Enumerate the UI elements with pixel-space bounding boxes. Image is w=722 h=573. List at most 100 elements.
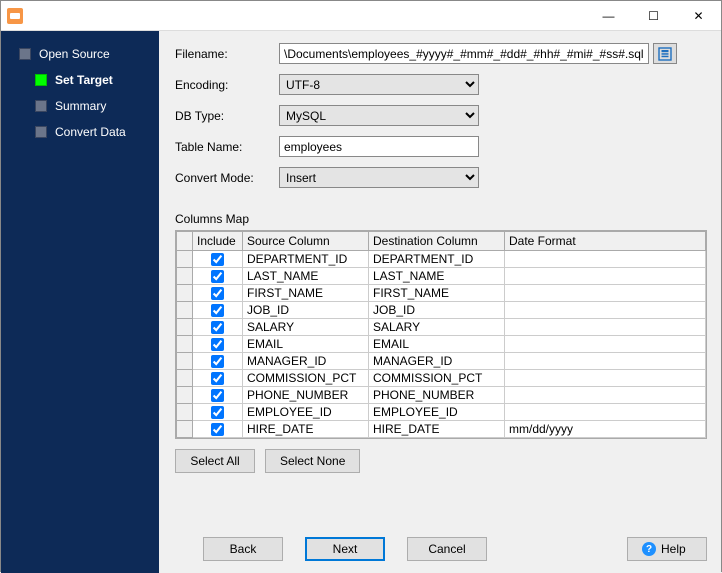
row-header[interactable] bbox=[177, 421, 193, 438]
date-format-cell[interactable] bbox=[505, 285, 706, 302]
row-header[interactable] bbox=[177, 302, 193, 319]
include-checkbox[interactable] bbox=[211, 304, 224, 317]
destination-column-cell[interactable]: FIRST_NAME bbox=[369, 285, 505, 302]
select-all-button[interactable]: Select All bbox=[175, 449, 255, 473]
help-label: Help bbox=[661, 542, 686, 556]
cancel-button[interactable]: Cancel bbox=[407, 537, 487, 561]
col-include-header[interactable]: Include bbox=[193, 232, 243, 251]
table-row[interactable]: LAST_NAMELAST_NAME bbox=[177, 268, 706, 285]
row-header[interactable] bbox=[177, 387, 193, 404]
table-row[interactable]: DEPARTMENT_IDDEPARTMENT_ID bbox=[177, 251, 706, 268]
filename-label: Filename: bbox=[175, 47, 279, 61]
row-header[interactable] bbox=[177, 404, 193, 421]
date-format-cell[interactable] bbox=[505, 404, 706, 421]
step-label: Set Target bbox=[55, 73, 113, 87]
tablename-input[interactable] bbox=[279, 136, 479, 157]
col-datefmt-header[interactable]: Date Format bbox=[505, 232, 706, 251]
browse-button[interactable] bbox=[653, 43, 677, 64]
date-format-cell[interactable] bbox=[505, 268, 706, 285]
encoding-select[interactable]: UTF-8 bbox=[279, 74, 479, 95]
destination-column-cell[interactable]: EMAIL bbox=[369, 336, 505, 353]
source-column-cell[interactable]: COMMISSION_PCT bbox=[243, 370, 369, 387]
date-format-cell[interactable] bbox=[505, 319, 706, 336]
include-checkbox[interactable] bbox=[211, 355, 224, 368]
table-row[interactable]: COMMISSION_PCTCOMMISSION_PCT bbox=[177, 370, 706, 387]
source-column-cell[interactable]: FIRST_NAME bbox=[243, 285, 369, 302]
step-indicator-icon bbox=[35, 100, 47, 112]
wizard-step-summary[interactable]: Summary bbox=[1, 93, 159, 119]
destination-column-cell[interactable]: PHONE_NUMBER bbox=[369, 387, 505, 404]
wizard-step-convert-data[interactable]: Convert Data bbox=[1, 119, 159, 145]
destination-column-cell[interactable]: MANAGER_ID bbox=[369, 353, 505, 370]
date-format-cell[interactable] bbox=[505, 302, 706, 319]
source-column-cell[interactable]: LAST_NAME bbox=[243, 268, 369, 285]
encoding-label: Encoding: bbox=[175, 78, 279, 92]
wizard-step-open-source[interactable]: Open Source bbox=[1, 41, 159, 67]
include-checkbox[interactable] bbox=[211, 372, 224, 385]
maximize-button[interactable]: ☐ bbox=[631, 1, 676, 31]
source-column-cell[interactable]: PHONE_NUMBER bbox=[243, 387, 369, 404]
back-button[interactable]: Back bbox=[203, 537, 283, 561]
tablename-label: Table Name: bbox=[175, 140, 279, 154]
table-row[interactable]: MANAGER_IDMANAGER_ID bbox=[177, 353, 706, 370]
wizard-step-set-target[interactable]: Set Target bbox=[1, 67, 159, 93]
include-checkbox[interactable] bbox=[211, 406, 224, 419]
source-column-cell[interactable]: EMAIL bbox=[243, 336, 369, 353]
step-indicator-icon bbox=[35, 126, 47, 138]
source-column-cell[interactable]: SALARY bbox=[243, 319, 369, 336]
destination-column-cell[interactable]: SALARY bbox=[369, 319, 505, 336]
row-header[interactable] bbox=[177, 353, 193, 370]
row-header[interactable] bbox=[177, 370, 193, 387]
convertmode-select[interactable]: Insert bbox=[279, 167, 479, 188]
destination-column-cell[interactable]: HIRE_DATE bbox=[369, 421, 505, 438]
row-header[interactable] bbox=[177, 251, 193, 268]
include-checkbox[interactable] bbox=[211, 270, 224, 283]
browse-icon bbox=[658, 47, 672, 61]
next-button[interactable]: Next bbox=[305, 537, 385, 561]
table-row[interactable]: PHONE_NUMBERPHONE_NUMBER bbox=[177, 387, 706, 404]
wizard-sidebar: Open Source Set Target Summary Convert Data bbox=[1, 31, 159, 573]
help-button[interactable]: ? Help bbox=[627, 537, 707, 561]
date-format-cell[interactable] bbox=[505, 336, 706, 353]
date-format-cell[interactable] bbox=[505, 353, 706, 370]
include-checkbox[interactable] bbox=[211, 389, 224, 402]
source-column-cell[interactable]: MANAGER_ID bbox=[243, 353, 369, 370]
source-column-cell[interactable]: DEPARTMENT_ID bbox=[243, 251, 369, 268]
row-header[interactable] bbox=[177, 336, 193, 353]
table-row[interactable]: FIRST_NAMEFIRST_NAME bbox=[177, 285, 706, 302]
date-format-cell[interactable] bbox=[505, 387, 706, 404]
destination-column-cell[interactable]: LAST_NAME bbox=[369, 268, 505, 285]
table-row[interactable]: JOB_IDJOB_ID bbox=[177, 302, 706, 319]
col-dest-header[interactable]: Destination Column bbox=[369, 232, 505, 251]
minimize-button[interactable]: — bbox=[586, 1, 631, 31]
include-checkbox[interactable] bbox=[211, 287, 224, 300]
step-label: Summary bbox=[55, 99, 106, 113]
col-source-header[interactable]: Source Column bbox=[243, 232, 369, 251]
filename-input[interactable] bbox=[279, 43, 649, 64]
include-checkbox[interactable] bbox=[211, 338, 224, 351]
row-header[interactable] bbox=[177, 268, 193, 285]
destination-column-cell[interactable]: DEPARTMENT_ID bbox=[369, 251, 505, 268]
row-header[interactable] bbox=[177, 285, 193, 302]
source-column-cell[interactable]: EMPLOYEE_ID bbox=[243, 404, 369, 421]
table-row[interactable]: SALARYSALARY bbox=[177, 319, 706, 336]
table-row[interactable]: HIRE_DATEHIRE_DATEmm/dd/yyyy bbox=[177, 421, 706, 438]
destination-column-cell[interactable]: EMPLOYEE_ID bbox=[369, 404, 505, 421]
source-column-cell[interactable]: HIRE_DATE bbox=[243, 421, 369, 438]
include-checkbox[interactable] bbox=[211, 321, 224, 334]
table-row[interactable]: EMAILEMAIL bbox=[177, 336, 706, 353]
include-checkbox[interactable] bbox=[211, 253, 224, 266]
date-format-cell[interactable] bbox=[505, 251, 706, 268]
include-checkbox[interactable] bbox=[211, 423, 224, 436]
source-column-cell[interactable]: JOB_ID bbox=[243, 302, 369, 319]
dbtype-select[interactable]: MySQL bbox=[279, 105, 479, 126]
destination-column-cell[interactable]: JOB_ID bbox=[369, 302, 505, 319]
table-row[interactable]: EMPLOYEE_IDEMPLOYEE_ID bbox=[177, 404, 706, 421]
convertmode-label: Convert Mode: bbox=[175, 171, 279, 185]
select-none-button[interactable]: Select None bbox=[265, 449, 360, 473]
close-button[interactable]: ✕ bbox=[676, 1, 721, 31]
date-format-cell[interactable] bbox=[505, 370, 706, 387]
destination-column-cell[interactable]: COMMISSION_PCT bbox=[369, 370, 505, 387]
date-format-cell[interactable]: mm/dd/yyyy bbox=[505, 421, 706, 438]
row-header[interactable] bbox=[177, 319, 193, 336]
